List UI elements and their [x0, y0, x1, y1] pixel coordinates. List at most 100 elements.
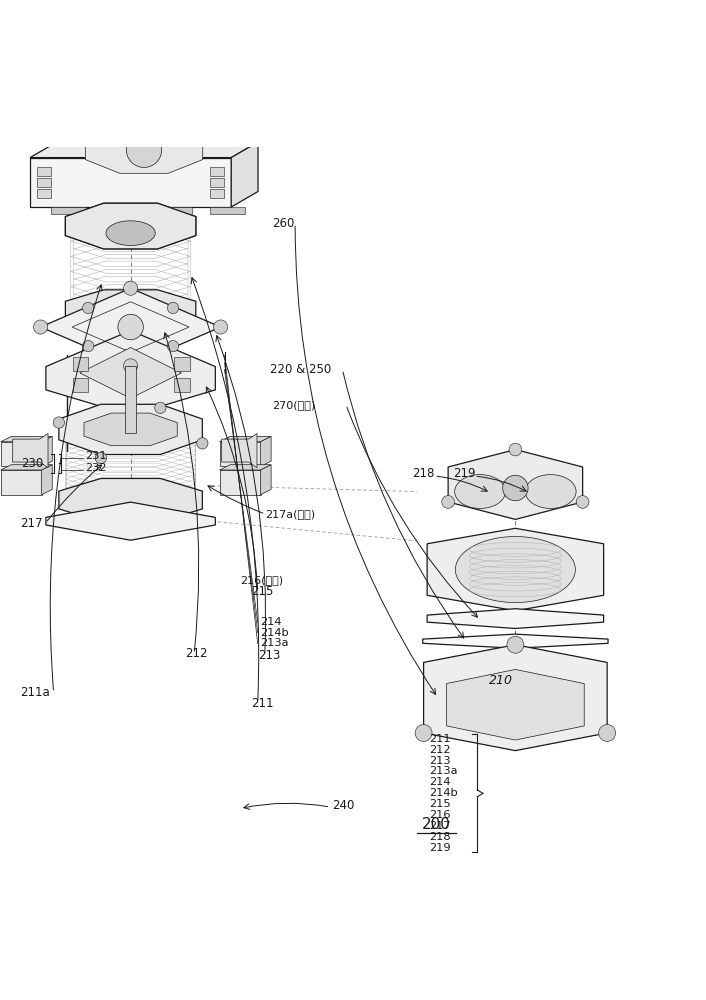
- Polygon shape: [446, 669, 585, 740]
- Text: 232: 232: [85, 463, 106, 473]
- Text: 260: 260: [272, 217, 294, 230]
- Text: 211: 211: [251, 697, 273, 710]
- Text: 216(可选): 216(可选): [240, 575, 283, 585]
- Text: 217: 217: [429, 821, 451, 831]
- Polygon shape: [59, 478, 203, 522]
- Circle shape: [507, 636, 524, 653]
- Text: 220 & 250: 220 & 250: [270, 363, 332, 376]
- Text: 219: 219: [453, 467, 476, 480]
- Polygon shape: [210, 189, 225, 198]
- Polygon shape: [423, 634, 608, 648]
- Ellipse shape: [455, 475, 505, 508]
- Ellipse shape: [525, 475, 576, 508]
- Bar: [73, 378, 88, 392]
- Polygon shape: [30, 142, 258, 158]
- Polygon shape: [80, 348, 181, 398]
- Polygon shape: [41, 288, 220, 366]
- Polygon shape: [1, 465, 52, 470]
- Polygon shape: [59, 404, 203, 455]
- Text: 200: 200: [422, 817, 450, 832]
- Polygon shape: [222, 433, 257, 468]
- Circle shape: [503, 475, 528, 501]
- Polygon shape: [427, 528, 604, 611]
- Polygon shape: [220, 436, 271, 442]
- Polygon shape: [125, 366, 136, 433]
- Bar: [174, 378, 190, 392]
- Text: 240: 240: [332, 799, 354, 812]
- Polygon shape: [220, 442, 261, 466]
- Text: 212: 212: [185, 647, 208, 660]
- Polygon shape: [261, 465, 271, 495]
- Polygon shape: [66, 203, 196, 249]
- Circle shape: [197, 438, 208, 449]
- Polygon shape: [455, 537, 575, 603]
- Circle shape: [155, 402, 166, 413]
- Circle shape: [576, 496, 589, 508]
- Circle shape: [509, 443, 522, 456]
- Text: 211: 211: [429, 734, 451, 744]
- Polygon shape: [66, 203, 196, 249]
- Polygon shape: [84, 413, 177, 446]
- Circle shape: [442, 496, 455, 508]
- Polygon shape: [261, 436, 271, 466]
- Text: 219: 219: [429, 843, 451, 853]
- Text: 213a: 213a: [429, 766, 457, 776]
- Text: 214b: 214b: [260, 628, 289, 638]
- Circle shape: [213, 320, 227, 334]
- Circle shape: [415, 725, 432, 741]
- Circle shape: [126, 132, 162, 167]
- Polygon shape: [37, 189, 52, 198]
- Polygon shape: [448, 450, 582, 519]
- Text: 210: 210: [489, 674, 513, 687]
- Polygon shape: [46, 502, 215, 540]
- Text: 217a(可选): 217a(可选): [265, 509, 316, 519]
- Polygon shape: [85, 126, 203, 173]
- Polygon shape: [157, 207, 192, 214]
- Bar: [174, 357, 190, 371]
- Circle shape: [83, 340, 94, 352]
- Circle shape: [34, 320, 48, 334]
- Text: 214: 214: [429, 777, 450, 787]
- Polygon shape: [210, 207, 246, 214]
- Polygon shape: [37, 167, 52, 176]
- Circle shape: [124, 359, 138, 373]
- Text: 211a: 211a: [20, 686, 49, 699]
- Polygon shape: [220, 465, 271, 470]
- Circle shape: [118, 314, 143, 340]
- Polygon shape: [427, 609, 604, 628]
- Circle shape: [124, 281, 138, 295]
- Text: 270(可选): 270(可选): [272, 400, 315, 410]
- Text: 213a: 213a: [260, 638, 288, 648]
- Polygon shape: [52, 207, 87, 214]
- Polygon shape: [46, 331, 215, 415]
- Polygon shape: [210, 167, 225, 176]
- Text: 217: 217: [20, 517, 42, 530]
- Text: 214: 214: [260, 617, 281, 627]
- Polygon shape: [66, 290, 196, 329]
- Circle shape: [53, 417, 64, 428]
- Circle shape: [95, 452, 107, 464]
- Circle shape: [167, 340, 179, 352]
- Text: 215: 215: [429, 799, 451, 809]
- Polygon shape: [232, 142, 258, 207]
- Text: 214b: 214b: [429, 788, 458, 798]
- Polygon shape: [37, 178, 52, 187]
- Polygon shape: [220, 470, 261, 495]
- Polygon shape: [1, 436, 52, 442]
- Circle shape: [599, 725, 616, 741]
- Text: 213: 213: [429, 756, 451, 766]
- Text: 215: 215: [251, 585, 273, 598]
- Text: 218: 218: [429, 832, 451, 842]
- Text: 230: 230: [21, 457, 44, 470]
- Polygon shape: [424, 645, 607, 751]
- Polygon shape: [1, 442, 42, 466]
- Polygon shape: [210, 178, 225, 187]
- Polygon shape: [30, 158, 232, 207]
- Polygon shape: [104, 207, 140, 214]
- Text: 218: 218: [412, 467, 435, 480]
- Text: 216: 216: [429, 810, 450, 820]
- Polygon shape: [106, 221, 155, 245]
- Text: 231: 231: [85, 451, 107, 461]
- Polygon shape: [1, 470, 42, 495]
- Text: 212: 212: [429, 745, 450, 755]
